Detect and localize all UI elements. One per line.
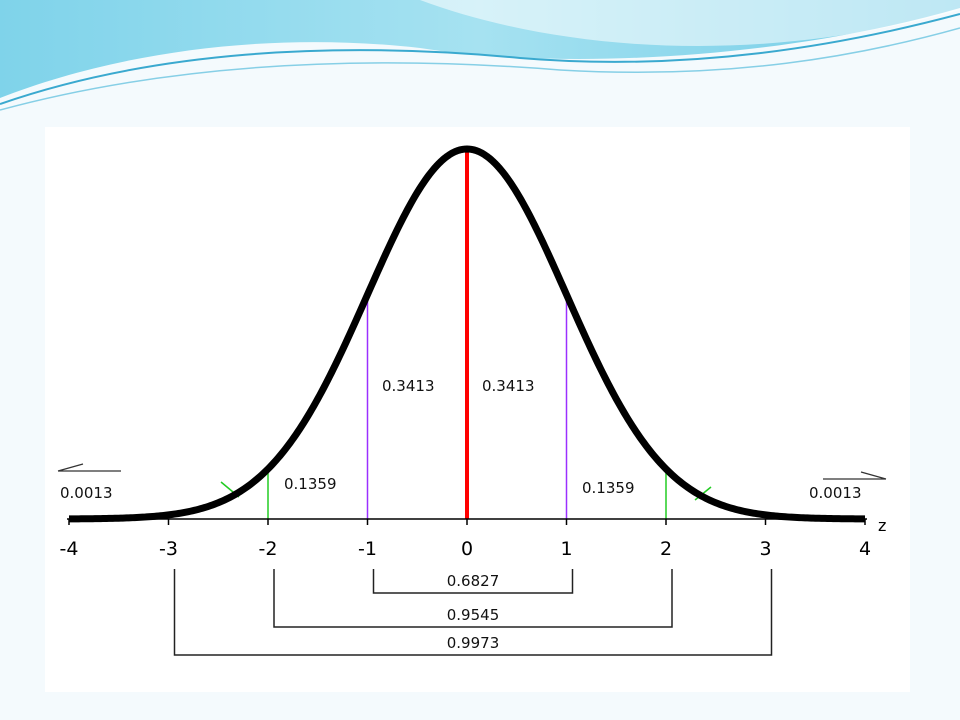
x-tick-label: -2 bbox=[259, 538, 278, 560]
region-area-label: 0.1359 bbox=[582, 479, 635, 497]
right-tail-arrow bbox=[823, 471, 887, 480]
x-tick-label: 1 bbox=[560, 538, 572, 560]
interval-label: 0.9973 bbox=[447, 634, 500, 652]
region-area-label: 0.0013 bbox=[809, 484, 862, 502]
x-tick-label: -3 bbox=[159, 538, 178, 560]
x-tick-label: 0 bbox=[461, 538, 473, 560]
interval-label: 0.6827 bbox=[447, 572, 500, 590]
region-area-label: 0.0013 bbox=[60, 484, 113, 502]
x-tick-label: -4 bbox=[60, 538, 79, 560]
x-axis-label: z bbox=[878, 516, 886, 535]
region-area-label: 0.3413 bbox=[482, 377, 535, 395]
x-tick-label: 3 bbox=[759, 538, 771, 560]
region-area-label: 0.1359 bbox=[284, 475, 337, 493]
interval-bracket bbox=[273, 569, 673, 628]
figure-panel: -4 -3 -2 -1 0 1 2 3 4 0.0013 0.1359 0.3413 0.3413 0.… bbox=[45, 127, 910, 692]
left-tail-arrow bbox=[57, 463, 121, 472]
interval-label: 0.9545 bbox=[447, 606, 500, 624]
slide-header-swoosh bbox=[0, 0, 960, 111]
x-tick-label: -1 bbox=[358, 538, 377, 560]
region-area-label: 0.3413 bbox=[382, 377, 435, 395]
x-tick-label: 4 bbox=[859, 538, 871, 560]
normal-distribution-chart: -4 -3 -2 -1 0 1 2 3 4 0.0013 0.1359 0.3413 0.3413 0.… bbox=[57, 145, 887, 656]
interval-bracket bbox=[372, 569, 574, 594]
density-curve bbox=[67, 145, 867, 523]
interval-bracket bbox=[173, 569, 773, 656]
x-tick-label: 2 bbox=[660, 538, 672, 560]
